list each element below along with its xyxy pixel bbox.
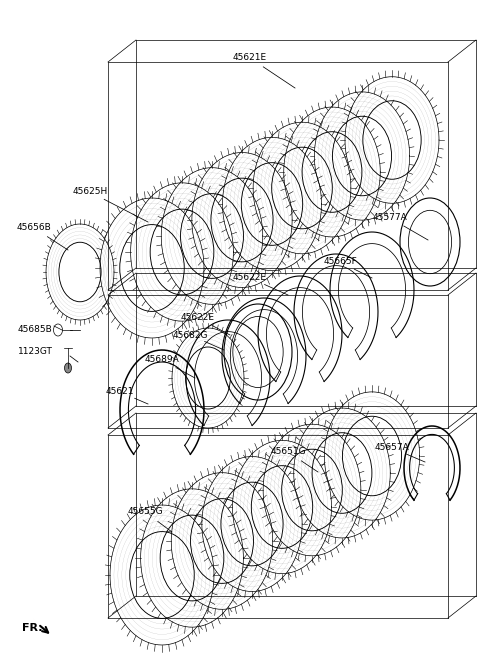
- Text: 45622E: 45622E: [233, 274, 267, 282]
- Text: 45685B: 45685B: [18, 326, 52, 335]
- Text: 45656B: 45656B: [17, 223, 51, 233]
- Text: 45577A: 45577A: [372, 214, 408, 223]
- Text: 45621: 45621: [106, 388, 134, 396]
- Text: 45682G: 45682G: [172, 331, 208, 339]
- Text: 45655G: 45655G: [127, 508, 163, 517]
- Text: 45657A: 45657A: [374, 443, 409, 453]
- Text: 45651G: 45651G: [270, 447, 306, 457]
- Text: 45625H: 45625H: [72, 187, 108, 196]
- Text: 45689A: 45689A: [144, 356, 180, 364]
- Text: 1123GT: 1123GT: [18, 348, 52, 356]
- Text: 45665F: 45665F: [323, 257, 357, 267]
- Text: 45621E: 45621E: [233, 54, 267, 62]
- Ellipse shape: [64, 363, 72, 373]
- Text: FR.: FR.: [22, 623, 43, 633]
- Text: 45622E: 45622E: [181, 314, 215, 322]
